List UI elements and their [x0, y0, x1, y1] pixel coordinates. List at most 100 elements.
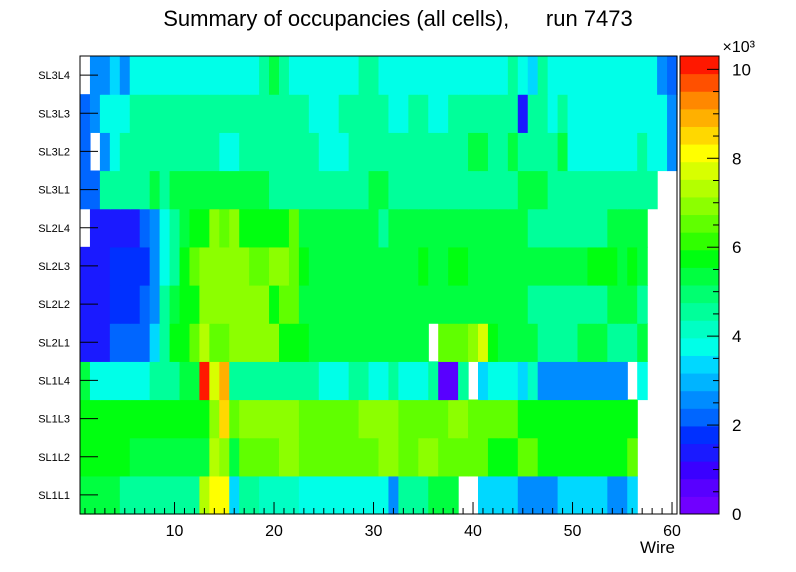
heatmap-cell — [458, 56, 469, 95]
heatmap-cell — [169, 399, 181, 439]
heatmap-cell — [149, 399, 161, 439]
heatmap-cell — [368, 132, 380, 172]
heatmap-cell — [109, 208, 121, 248]
heatmap-cell — [507, 323, 519, 362]
heatmap-cell — [249, 361, 260, 401]
heatmap-cell — [119, 208, 131, 248]
heatmap-cell — [557, 208, 569, 248]
heatmap-cell — [368, 208, 380, 248]
heatmap-cell — [378, 399, 390, 439]
heatmap-cell — [109, 323, 121, 362]
heatmap-cell — [587, 170, 598, 210]
heatmap-cell — [149, 437, 161, 477]
colorbar-tick-label: 2 — [732, 416, 741, 435]
heatmap-cell — [487, 56, 499, 95]
heatmap-cell — [537, 208, 549, 248]
heatmap-cell — [229, 285, 240, 324]
heatmap-cell — [298, 285, 310, 324]
heatmap-cell — [517, 399, 529, 439]
heatmap-cell — [438, 132, 449, 172]
heatmap-cell — [298, 132, 310, 172]
heatmap-cell — [497, 475, 509, 515]
heatmap-cell — [478, 437, 489, 477]
heatmap-cell — [338, 208, 350, 248]
heatmap-cell — [229, 56, 240, 95]
plot-frame — [79, 55, 678, 515]
heatmap-cell — [667, 132, 678, 172]
heatmap-cell — [627, 246, 638, 286]
heatmap-cell — [478, 170, 489, 210]
heatmap-cell — [219, 399, 230, 439]
heatmap-cell — [279, 285, 290, 324]
heatmap-cell — [358, 246, 370, 286]
colorbar-segment — [680, 56, 719, 75]
heatmap-cell — [607, 132, 618, 172]
heatmap-cell — [259, 399, 270, 439]
x-tick-label: 20 — [265, 523, 283, 540]
y-category-label: SL3L2 — [38, 146, 70, 158]
heatmap-cell — [627, 475, 638, 515]
heatmap-cell — [338, 475, 350, 515]
heatmap-cell — [259, 132, 270, 172]
heatmap-cell — [597, 399, 608, 439]
heatmap-cell — [487, 246, 499, 286]
heatmap-cell — [428, 94, 439, 133]
heatmap-cell — [497, 246, 509, 286]
heatmap-cell — [298, 94, 310, 133]
heatmap-cell — [408, 399, 419, 439]
heatmap-cell — [139, 170, 151, 210]
heatmap-cell — [229, 323, 240, 362]
heatmap-cell — [537, 475, 549, 515]
heatmap-cell — [577, 437, 589, 477]
y-category-label: SL3L3 — [38, 108, 70, 120]
heatmap-cell — [189, 246, 200, 286]
heatmap-cell — [159, 56, 171, 95]
heatmap-cell — [159, 361, 171, 401]
heatmap-cell — [328, 361, 340, 401]
heatmap-cell — [627, 208, 638, 248]
y-category-label: SL1L4 — [38, 375, 70, 387]
heatmap-cell — [338, 170, 350, 210]
heatmap-cell — [298, 437, 310, 477]
heatmap-cell — [637, 361, 648, 401]
heatmap-cell — [438, 94, 449, 133]
heatmap-cell — [239, 94, 250, 133]
heatmap-cell — [368, 285, 380, 324]
heatmap-cell — [428, 475, 439, 515]
heatmap-cell — [179, 208, 191, 248]
heatmap-cell — [487, 437, 499, 477]
heatmap-cell — [269, 94, 280, 133]
heatmap-cell — [378, 246, 390, 286]
heatmap-cell — [169, 208, 181, 248]
heatmap-cell — [109, 56, 121, 95]
heatmap-cell — [597, 132, 608, 172]
heatmap-cell — [428, 246, 439, 286]
heatmap-cell — [577, 208, 589, 248]
heatmap-cell — [119, 285, 131, 324]
heatmap-cell — [547, 94, 559, 133]
heatmap-cell — [478, 285, 489, 324]
heatmap-cell — [209, 94, 220, 133]
heatmap-cell — [497, 285, 509, 324]
heatmap-cell — [139, 323, 151, 362]
heatmap-cell — [308, 94, 320, 133]
heatmap-cell — [617, 475, 628, 515]
heatmap-cell — [557, 56, 569, 95]
heatmap-cell — [647, 170, 658, 210]
heatmap-cell — [667, 56, 678, 95]
heatmap-cell — [308, 208, 320, 248]
heatmap-cell — [298, 399, 310, 439]
colorbar-segment — [680, 390, 719, 409]
x-axis-title: Wire — [640, 538, 675, 557]
heatmap-cell — [328, 94, 340, 133]
heatmap-cell — [328, 475, 340, 515]
heatmap-cell — [279, 361, 290, 401]
heatmap-cell — [517, 94, 529, 133]
heatmap-cell — [99, 246, 111, 286]
heatmap-cell — [129, 323, 141, 362]
heatmap-cell — [288, 399, 300, 439]
heatmap-cell — [627, 132, 638, 172]
heatmap-cell — [567, 285, 579, 324]
heatmap-cell — [229, 399, 240, 439]
heatmap-cell — [249, 94, 260, 133]
